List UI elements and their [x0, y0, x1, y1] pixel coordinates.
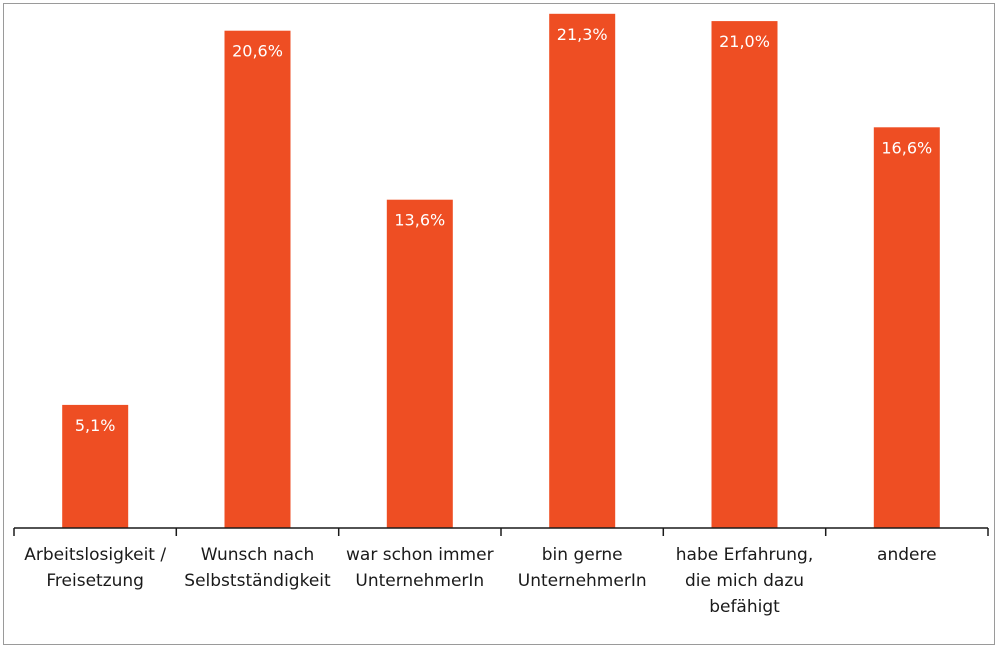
category-label-0: Arbeitslosigkeit / Freisetzung: [24, 545, 167, 591]
category-label-3: bin gerne UnternehmerIn: [517, 545, 647, 591]
data-label-5: 16,6%: [881, 138, 932, 157]
bar-4: [711, 21, 778, 528]
bar-1: [224, 30, 291, 528]
category-label-4: habe Erfahrung, die mich dazu befähigt: [675, 545, 814, 617]
bar-3: [549, 13, 616, 529]
bar-0: [62, 404, 129, 528]
data-label-0: 5,1%: [75, 416, 116, 435]
bar-5: [873, 127, 940, 529]
data-label-3: 21,3%: [557, 25, 608, 44]
data-label-1: 20,6%: [232, 42, 283, 61]
category-label-2: war schon immer UnternehmerIn: [346, 545, 494, 591]
bar-2: [386, 199, 453, 528]
category-label-5: andere: [877, 545, 937, 565]
category-label-1: Wunsch nach Selbstständigkeit: [184, 545, 331, 591]
chart-frame: [3, 3, 995, 645]
data-label-4: 21,0%: [719, 32, 770, 51]
data-label-2: 13,6%: [394, 211, 445, 230]
